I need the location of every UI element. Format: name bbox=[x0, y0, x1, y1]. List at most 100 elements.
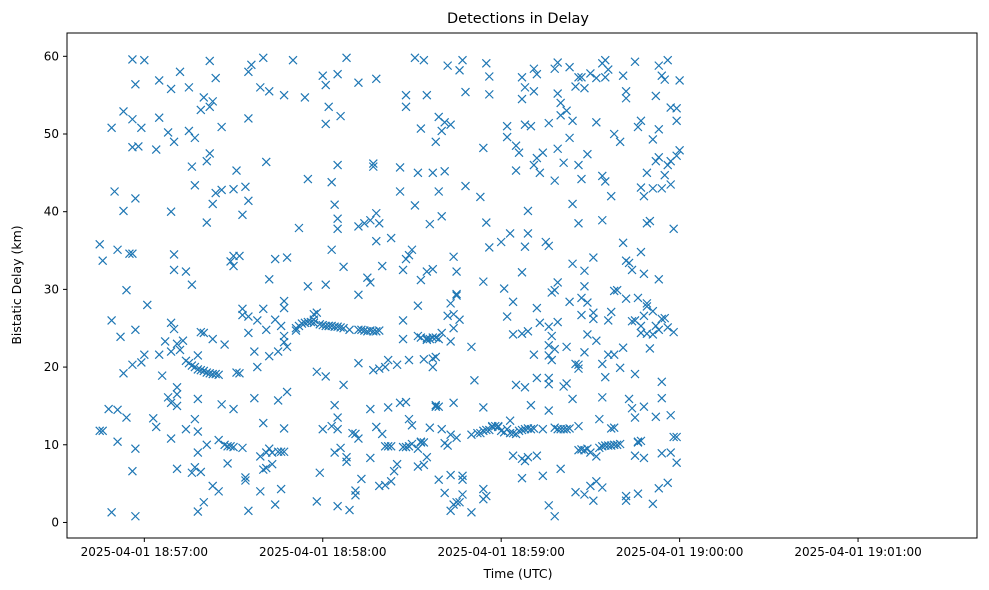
data-point-marker bbox=[615, 137, 625, 147]
data-point-marker bbox=[333, 214, 343, 224]
data-point-marker bbox=[478, 277, 488, 287]
data-point-marker bbox=[249, 393, 259, 403]
data-point-marker bbox=[437, 328, 447, 338]
data-point-marker bbox=[642, 298, 652, 308]
y-tick-label: 20 bbox=[44, 360, 59, 374]
y-tick-label: 60 bbox=[44, 49, 59, 63]
data-point-marker bbox=[205, 56, 215, 66]
data-point-marker bbox=[136, 123, 146, 133]
data-point-marker bbox=[517, 473, 527, 483]
data-point-marker bbox=[648, 306, 658, 316]
data-point-marker bbox=[597, 483, 607, 492]
data-point-marker bbox=[365, 277, 375, 287]
data-point-marker bbox=[196, 467, 206, 477]
data-point-marker bbox=[591, 451, 601, 461]
data-point-marker bbox=[98, 426, 108, 436]
data-point-marker bbox=[321, 280, 331, 290]
data-point-marker bbox=[330, 400, 340, 410]
data-point-marker bbox=[556, 464, 566, 474]
data-point-marker bbox=[633, 122, 643, 132]
data-point-marker bbox=[113, 437, 122, 447]
data-point-marker bbox=[169, 249, 179, 259]
data-point-marker bbox=[642, 168, 652, 178]
data-point-marker bbox=[264, 351, 274, 361]
data-point-marker bbox=[380, 362, 390, 372]
data-point-marker bbox=[425, 219, 435, 229]
data-point-marker bbox=[401, 254, 411, 264]
data-point-marker bbox=[431, 352, 441, 362]
data-point-marker bbox=[556, 110, 566, 120]
data-point-marker bbox=[597, 215, 607, 225]
data-point-marker bbox=[238, 210, 247, 220]
data-point-marker bbox=[627, 316, 637, 326]
data-point-marker bbox=[119, 107, 128, 116]
data-point-marker bbox=[461, 87, 470, 97]
data-point-marker bbox=[606, 307, 616, 317]
data-point-marker bbox=[532, 451, 542, 461]
data-point-marker bbox=[371, 326, 381, 336]
data-point-marker bbox=[657, 314, 667, 324]
data-point-marker bbox=[196, 105, 206, 115]
data-point-marker bbox=[618, 343, 628, 353]
data-point-marker bbox=[544, 379, 554, 389]
data-point-marker bbox=[452, 497, 461, 507]
data-point-marker bbox=[282, 253, 292, 262]
data-point-marker bbox=[651, 412, 661, 422]
data-point-marker bbox=[624, 394, 634, 404]
data-point-marker bbox=[600, 372, 610, 382]
data-point-marker bbox=[392, 360, 402, 370]
data-point-marker bbox=[547, 331, 557, 341]
data-point-marker bbox=[612, 440, 622, 450]
data-point-marker bbox=[446, 120, 456, 130]
data-point-marker bbox=[407, 245, 417, 255]
data-point-marker bbox=[535, 318, 545, 328]
data-point-marker bbox=[166, 318, 176, 328]
data-point-marker bbox=[223, 458, 233, 468]
data-point-marker bbox=[336, 323, 346, 332]
data-point-marker bbox=[440, 166, 450, 176]
data-point-marker bbox=[208, 334, 218, 344]
data-point-marker bbox=[621, 86, 631, 96]
data-point-marker bbox=[309, 318, 319, 328]
data-point-marker bbox=[633, 437, 643, 447]
data-point-marker bbox=[279, 337, 289, 347]
data-point-marker bbox=[419, 55, 429, 65]
data-point-marker bbox=[175, 67, 185, 77]
data-point-marker bbox=[279, 447, 289, 457]
data-point-marker bbox=[291, 326, 301, 335]
data-point-marker bbox=[458, 471, 467, 481]
data-point-marker bbox=[529, 86, 539, 96]
data-point-marker bbox=[157, 371, 167, 381]
data-point-marker bbox=[255, 486, 265, 496]
data-point-marker bbox=[547, 355, 557, 365]
data-point-marker bbox=[627, 403, 637, 413]
data-point-marker bbox=[199, 93, 209, 102]
data-point-marker bbox=[591, 73, 601, 83]
data-point-marker bbox=[639, 402, 649, 412]
data-point-marker bbox=[148, 413, 158, 423]
data-point-marker bbox=[654, 61, 664, 71]
data-point-marker bbox=[345, 505, 354, 515]
data-point-marker bbox=[122, 285, 131, 295]
data-point-marker bbox=[600, 176, 610, 186]
data-point-marker bbox=[300, 93, 310, 102]
data-point-marker bbox=[398, 334, 408, 344]
data-point-marker bbox=[128, 114, 137, 124]
data-point-marker bbox=[511, 141, 521, 151]
y-tick-label: 0 bbox=[51, 515, 59, 529]
data-point-marker bbox=[472, 428, 482, 438]
data-point-marker bbox=[538, 148, 548, 158]
data-point-marker bbox=[193, 364, 203, 374]
data-point-marker bbox=[574, 218, 583, 228]
data-point-marker bbox=[618, 238, 628, 248]
data-point-marker bbox=[666, 448, 676, 457]
data-point-marker bbox=[446, 506, 456, 516]
data-point-marker bbox=[336, 111, 346, 121]
data-point-marker bbox=[467, 507, 476, 517]
data-point-marker bbox=[339, 323, 348, 333]
data-point-marker bbox=[401, 397, 411, 407]
data-point-marker bbox=[577, 310, 586, 320]
data-point-marker bbox=[511, 166, 521, 175]
data-point-marker bbox=[478, 143, 488, 153]
data-point-marker bbox=[128, 466, 137, 476]
